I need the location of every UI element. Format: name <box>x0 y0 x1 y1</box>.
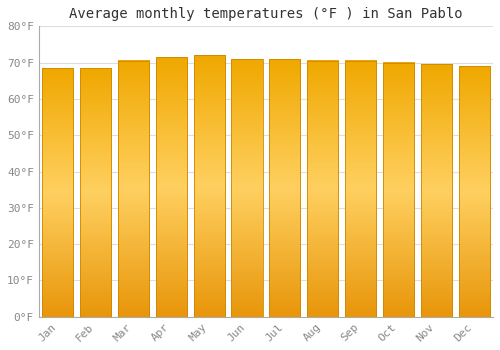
Bar <box>345 61 376 317</box>
Bar <box>118 61 149 317</box>
Bar <box>458 66 490 317</box>
Bar <box>80 68 111 317</box>
Bar <box>156 57 187 317</box>
Bar <box>194 55 224 317</box>
Bar <box>270 59 300 317</box>
Bar <box>421 64 452 317</box>
Title: Average monthly temperatures (°F ) in San Pablo: Average monthly temperatures (°F ) in Sa… <box>69 7 462 21</box>
Bar <box>42 68 74 317</box>
Bar <box>383 63 414 317</box>
Bar <box>307 61 338 317</box>
Bar <box>232 59 262 317</box>
